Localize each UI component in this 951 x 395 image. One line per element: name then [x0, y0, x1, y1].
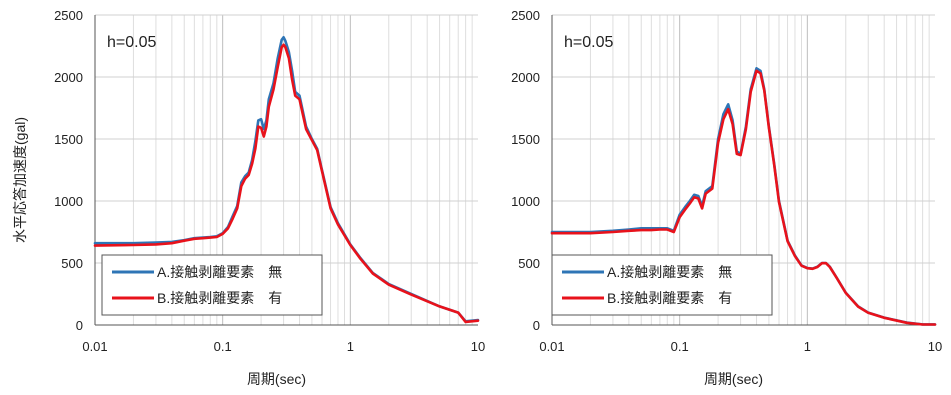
legend-box — [101, 254, 323, 316]
x-axis-label: 周期(sec) — [704, 371, 763, 387]
legend: A.接触剥離要素 無 B.接触剥離要素 有 — [101, 254, 323, 316]
x-tick-label: 0.1 — [671, 339, 689, 354]
x-tick-label: 0.1 — [214, 339, 232, 354]
y-tick-label: 0 — [76, 318, 83, 333]
y-tick-label: 0 — [533, 318, 540, 333]
x-tick-label: 10 — [928, 339, 942, 354]
x-axis-label: 周期(sec) — [247, 371, 306, 387]
y-tick-label: 2500 — [511, 8, 540, 23]
y-tick-label: 1500 — [54, 132, 83, 147]
y-tick-label: 1500 — [511, 132, 540, 147]
y-tick-label: 2000 — [54, 70, 83, 85]
legend-label-b: B.接触剥離要素 有 — [157, 290, 282, 306]
x-tick-label: 1 — [347, 339, 354, 354]
series-line-b — [93, 43, 480, 324]
y-tick-label: 2500 — [54, 8, 83, 23]
y-tick-label: 1000 — [511, 194, 540, 209]
chart-panel-right: 0 500 1000 1500 2000 2500 0.01 0.1 1 10 周期(sec) h=0… — [511, 8, 942, 387]
legend-label-a: A.接触剥離要素 無 — [157, 264, 282, 280]
x-tick-label: 1 — [804, 339, 811, 354]
y-tick-label: 1000 — [54, 194, 83, 209]
y-tick-label: 500 — [518, 256, 540, 271]
chart-panel-left: 0 500 1000 1500 2000 2500 0.01 0.1 1 10 周期(sec) 水平応… — [12, 8, 485, 387]
y-tick-label: 2000 — [511, 70, 540, 85]
legend-label-b: B.接触剥離要素 有 — [607, 290, 732, 306]
legend: A.接触剥離要素 無 B.接触剥離要素 有 — [551, 254, 773, 316]
x-tick-label: 0.01 — [539, 339, 564, 354]
series-line-b — [550, 69, 937, 326]
x-tick-label: 0.01 — [82, 339, 107, 354]
annotation-damping: h=0.05 — [564, 34, 613, 51]
y-tick-label: 500 — [61, 256, 83, 271]
legend-box — [551, 254, 773, 316]
annotation-damping: h=0.05 — [107, 34, 156, 51]
x-tick-label: 10 — [471, 339, 485, 354]
legend-label-a: A.接触剥離要素 無 — [607, 264, 732, 280]
y-axis-label: 水平応答加速度(gal) — [12, 117, 28, 243]
